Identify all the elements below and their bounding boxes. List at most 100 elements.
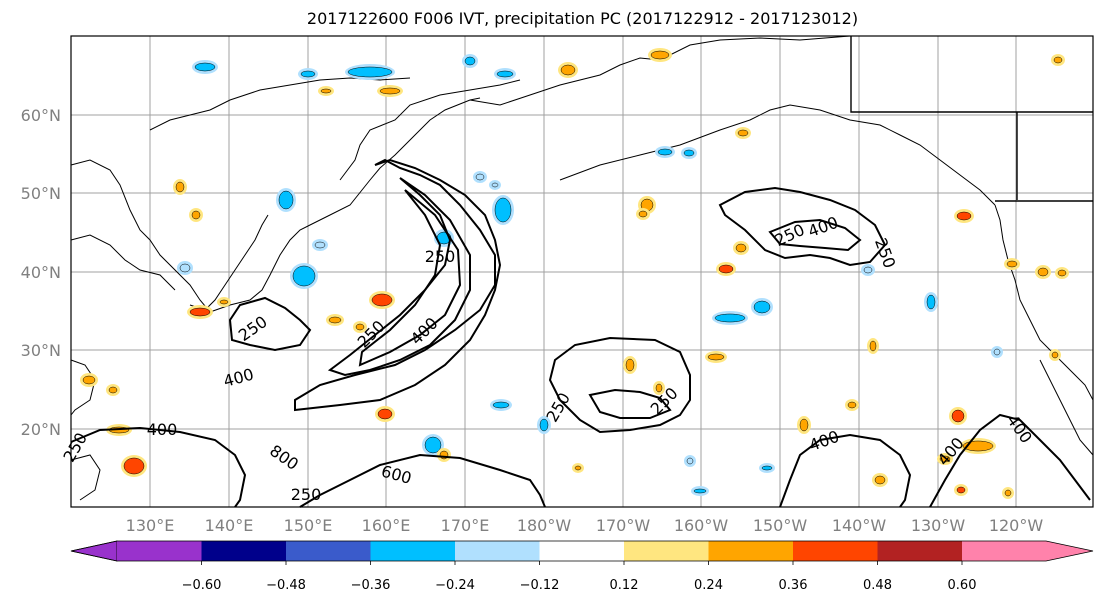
colorbar-bin — [624, 541, 709, 561]
precip-patch — [707, 353, 725, 361]
precip-patch — [993, 348, 1001, 356]
precip-patch — [123, 457, 145, 475]
precip-patch — [464, 56, 476, 66]
contour-label: 400 — [147, 420, 178, 439]
colorbar-tick-label: 0.24 — [694, 578, 723, 593]
precip-patch — [379, 87, 401, 95]
lat-label: 60°N — [21, 106, 61, 125]
precip-patch — [1053, 56, 1063, 64]
precip-patch — [939, 455, 951, 463]
graticule — [71, 36, 1093, 507]
lon-label: 140°E — [205, 516, 254, 535]
precip-patch — [714, 313, 746, 323]
lon-label: 150°E — [284, 516, 333, 535]
precip-patch — [377, 408, 393, 420]
precip-patch — [1006, 260, 1018, 268]
precip-patch — [863, 266, 873, 274]
precip-patch — [191, 210, 201, 220]
precip-patch — [655, 383, 663, 393]
precip-patch — [179, 263, 191, 273]
precip-patch — [625, 358, 635, 372]
precip-patch — [371, 293, 393, 307]
precip-patch — [657, 148, 673, 156]
precip-patch — [962, 440, 994, 452]
colorbar-tick-label: 0.48 — [863, 578, 892, 593]
lon-label: 180°W — [517, 516, 572, 535]
lon-label: 120°W — [989, 516, 1044, 535]
lon-label: 130°E — [126, 516, 175, 535]
colorbar-tick-label: 0.12 — [610, 578, 639, 593]
precip-patch — [320, 88, 332, 94]
colorbar-bin — [455, 541, 540, 561]
lon-label: 170°E — [441, 516, 490, 535]
precip-patch — [847, 401, 857, 409]
precip-patch — [761, 465, 773, 471]
precip-patch — [753, 300, 771, 314]
colorbar-bin — [877, 541, 962, 561]
precip-patch — [735, 243, 747, 253]
precip-patch — [799, 418, 809, 432]
ivt-contours — [70, 158, 1091, 508]
precip-patch — [683, 149, 695, 157]
colorbar — [70, 540, 1094, 562]
precip-patch — [300, 70, 316, 78]
precip-patch — [355, 323, 365, 331]
precip-patch — [693, 488, 707, 494]
colorbar-tick-label: −0.36 — [351, 578, 391, 593]
latitude-labels: 60°N 50°N 40°N 30°N 20°N — [21, 106, 61, 439]
colorbar-tick-label: −0.24 — [435, 578, 475, 593]
colorbar-bin — [370, 541, 455, 561]
borders — [850, 36, 1093, 202]
lat-label: 30°N — [21, 341, 61, 360]
precip-patch — [560, 64, 576, 76]
precip-patch — [951, 409, 965, 423]
colorbar-bin — [117, 541, 202, 561]
precip-patch — [737, 129, 749, 137]
precip-patch — [347, 66, 393, 78]
precip-patch — [1051, 351, 1059, 359]
precip-patch — [638, 210, 648, 218]
lat-label: 50°N — [21, 184, 61, 203]
precip-patch — [292, 265, 316, 287]
colorbar-tick-label: −0.12 — [520, 578, 560, 593]
precip-patch — [491, 182, 499, 188]
lon-label: 130°W — [911, 516, 966, 535]
precip-patch — [314, 241, 326, 249]
precip-patch — [869, 340, 877, 352]
colorbar-bin — [201, 541, 286, 561]
lon-label: 140°W — [832, 516, 887, 535]
colorbar-bin — [793, 541, 878, 561]
lon-label: 170°W — [596, 516, 651, 535]
precip-patch — [574, 465, 582, 471]
colorbar-tick-label: −0.48 — [266, 578, 306, 593]
contour-label: 250 — [291, 485, 322, 504]
colorbar-tick-label: 0.60 — [948, 578, 977, 593]
precip-patch — [686, 457, 694, 465]
precip-patch — [718, 264, 734, 274]
precip-patch — [956, 486, 966, 494]
precip-patch — [926, 294, 936, 310]
precip-patch — [278, 190, 294, 210]
precip-patch — [424, 436, 442, 454]
precip-patch — [539, 418, 549, 432]
lon-label: 160°W — [674, 516, 729, 535]
lat-label: 40°N — [21, 263, 61, 282]
precip-patch — [874, 475, 886, 485]
colorbar-outline — [70, 540, 1094, 562]
colorbar-extend-low — [70, 540, 118, 562]
colorbar-bin — [286, 541, 371, 561]
precip-patch — [328, 316, 342, 324]
precip-patch — [496, 70, 514, 78]
precip-patch — [219, 299, 229, 305]
precip-patch — [492, 401, 510, 409]
lon-label: 150°W — [753, 516, 808, 535]
map-frame — [70, 35, 1094, 508]
precip-patch — [108, 386, 118, 394]
precip-patch — [189, 307, 211, 317]
colorbar-tick-label: 0.36 — [779, 578, 808, 593]
precip-patch — [475, 173, 485, 181]
precip-patch — [1057, 269, 1067, 277]
precip-patch — [175, 181, 185, 193]
precip-patch — [1037, 267, 1049, 277]
